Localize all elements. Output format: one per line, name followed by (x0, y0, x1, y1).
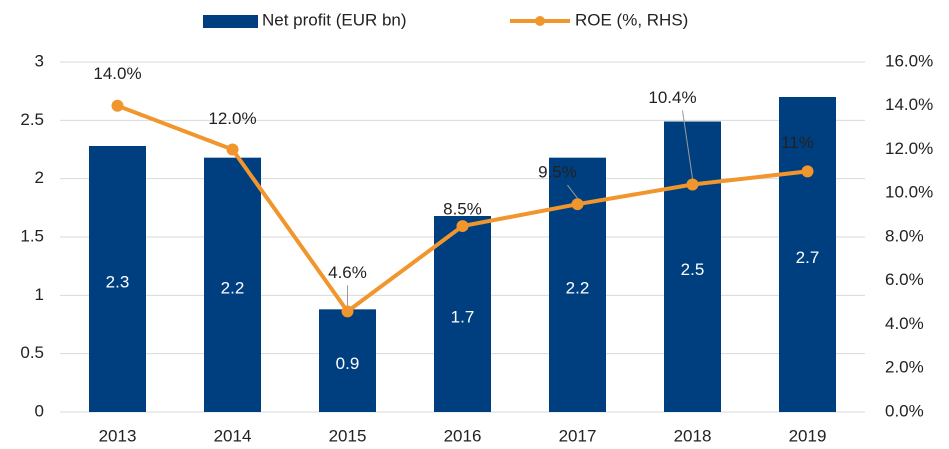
roe-marker (571, 198, 584, 211)
y2-tick-label: 2.0% (885, 358, 924, 377)
line-value-label: 4.6% (328, 263, 367, 282)
leader-line (682, 110, 693, 179)
line-value-label: 11% (781, 133, 814, 152)
y-tick-label: 1 (35, 285, 44, 304)
leader-line (567, 184, 578, 199)
y-tick-label: 3 (35, 51, 44, 70)
bar-value-label: 2.7 (796, 248, 820, 267)
roe-marker (111, 99, 124, 112)
legend-marker (535, 16, 545, 26)
y2-tick-label: 16.0% (885, 51, 933, 70)
y2-tick-label: 12.0% (885, 139, 933, 158)
bar-value-label: 2.5 (681, 260, 705, 279)
bar-value-label: 1.7 (451, 307, 475, 326)
y-tick-label: 0.5 (20, 343, 44, 362)
bar (319, 309, 376, 412)
line-value-label: 8.5% (443, 200, 482, 219)
line-value-label: 12.0% (208, 109, 256, 128)
x-tick-label: 2015 (329, 426, 367, 445)
legend-swatch (203, 15, 258, 28)
y2-tick-label: 6.0% (885, 270, 924, 289)
y-tick-label: 0 (35, 401, 44, 420)
bar (89, 146, 146, 412)
x-tick-label: 2014 (214, 426, 252, 445)
x-tick-label: 2018 (674, 426, 712, 445)
x-tick-label: 2017 (559, 426, 597, 445)
y2-tick-label: 4.0% (885, 314, 924, 333)
roe-marker (456, 220, 469, 233)
y2-tick-label: 8.0% (885, 226, 924, 245)
bar (204, 157, 261, 412)
y2-tick-label: 0.0% (885, 401, 924, 420)
y-tick-label: 2 (35, 168, 44, 187)
roe-marker (341, 305, 354, 318)
legend-label: Net profit (EUR bn) (262, 10, 407, 29)
line-value-label: 14.0% (93, 64, 141, 83)
roe-marker (226, 143, 239, 156)
bar (664, 121, 721, 412)
x-tick-label: 2013 (99, 426, 137, 445)
bar-value-label: 2.2 (566, 278, 590, 297)
y2-tick-label: 10.0% (885, 183, 933, 202)
y-tick-label: 2.5 (20, 110, 44, 129)
bar (434, 216, 491, 412)
bar-value-label: 2.3 (106, 272, 130, 291)
line-value-label: 10.4% (648, 88, 696, 107)
x-tick-label: 2019 (789, 426, 827, 445)
bar-value-label: 0.9 (336, 354, 360, 373)
roe-marker (686, 178, 699, 191)
x-tick-label: 2016 (444, 426, 482, 445)
y-tick-label: 1.5 (20, 226, 44, 245)
bar (779, 97, 836, 412)
line-value-label: 9.5% (538, 163, 577, 182)
legend-label: ROE (%, RHS) (575, 10, 688, 29)
y2-tick-label: 14.0% (885, 95, 933, 114)
roe-marker (801, 165, 814, 178)
bar-value-label: 2.2 (221, 278, 245, 297)
